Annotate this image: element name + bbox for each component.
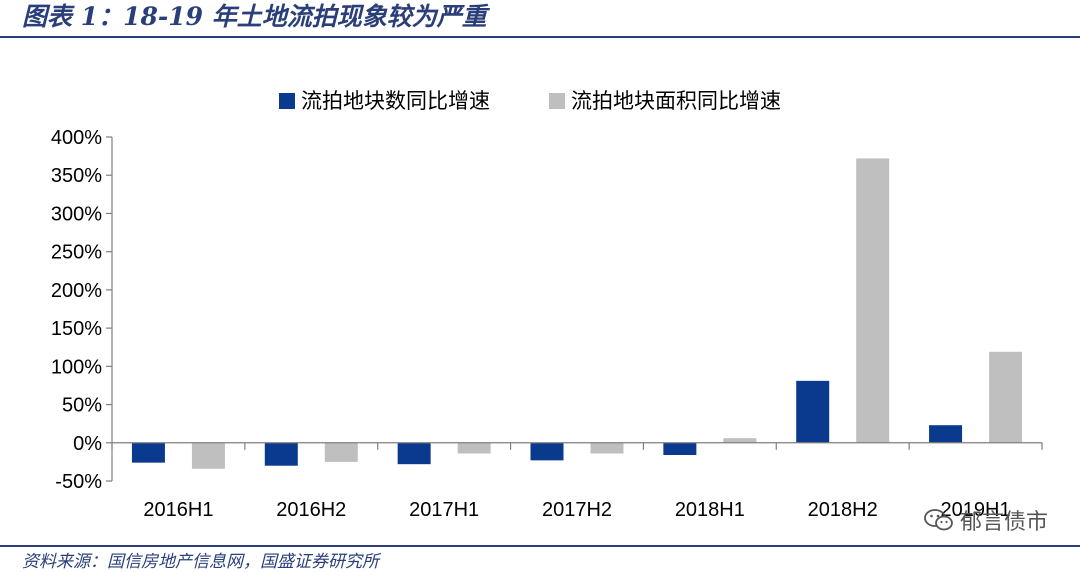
bar-series-2 bbox=[590, 442, 624, 454]
y-tick-label: 300% bbox=[51, 203, 102, 225]
bar-series-2 bbox=[856, 158, 890, 443]
bar-series-1 bbox=[663, 442, 697, 456]
y-tick-label: 50% bbox=[62, 395, 102, 417]
y-tick-label: -50% bbox=[55, 471, 102, 493]
legend-swatch bbox=[549, 93, 565, 109]
wechat-icon bbox=[924, 509, 953, 531]
bars bbox=[131, 158, 1023, 469]
bar-series-1 bbox=[530, 442, 564, 461]
x-tick-label: 2018H2 bbox=[808, 499, 878, 521]
bar-series-2 bbox=[989, 351, 1023, 443]
bar-series-2 bbox=[457, 442, 491, 454]
bar-series-1 bbox=[131, 442, 165, 463]
watermark: 郁言债市 bbox=[924, 504, 1048, 536]
bar-series-2 bbox=[723, 438, 757, 443]
x-tick-label: 2019H1 bbox=[941, 499, 1011, 521]
x-tick-label: 2018H1 bbox=[675, 499, 745, 521]
bar-series-1 bbox=[796, 380, 830, 443]
bar-series-1 bbox=[264, 442, 298, 466]
source-note: 资料来源：国信房地产信息网，国盛证券研究所 bbox=[22, 552, 379, 572]
y-axis: 400% 350% 300% 250% 200% 150% 100% 50% 0% -50% bbox=[51, 127, 113, 493]
y-tick-label: 100% bbox=[51, 356, 102, 378]
legend: 流拍地块数同比增速 流拍地块面积同比增速 bbox=[279, 89, 781, 113]
legend-label: 流拍地块数同比增速 bbox=[301, 89, 490, 113]
bar-series-2 bbox=[191, 442, 225, 469]
bar-series-1 bbox=[929, 425, 963, 443]
legend-label: 流拍地块面积同比增速 bbox=[571, 89, 781, 113]
x-tick-label: 2016H2 bbox=[276, 499, 346, 521]
bar-series-1 bbox=[397, 442, 431, 465]
x-tick-label: 2016H1 bbox=[143, 499, 213, 521]
y-tick-label: 0% bbox=[73, 433, 102, 455]
bar-series-2 bbox=[324, 442, 358, 462]
y-tick-label: 150% bbox=[51, 318, 102, 340]
x-tick-label: 2017H2 bbox=[542, 499, 612, 521]
legend-swatch bbox=[279, 93, 295, 109]
y-tick-label: 350% bbox=[51, 165, 102, 187]
y-tick-label: 250% bbox=[51, 242, 102, 264]
y-tick-label: 200% bbox=[51, 280, 102, 302]
footer-rule bbox=[0, 545, 1080, 547]
y-tick-label: 400% bbox=[51, 127, 102, 149]
x-axis: 2016H1 2016H2 2017H1 2017H2 2018H1 2018H2 2019… bbox=[111, 442, 1043, 521]
watermark-text: 郁言债市 bbox=[959, 510, 1048, 535]
chart-title: 图表 1：18-19 年土地流拍现象较为严重 bbox=[22, 2, 487, 31]
x-tick-label: 2017H1 bbox=[409, 499, 479, 521]
bar-chart: 流拍地块数同比增速 流拍地块面积同比增速 400% 350% 300% 250% 200%… bbox=[51, 89, 1043, 521]
header-rule bbox=[0, 36, 1080, 38]
